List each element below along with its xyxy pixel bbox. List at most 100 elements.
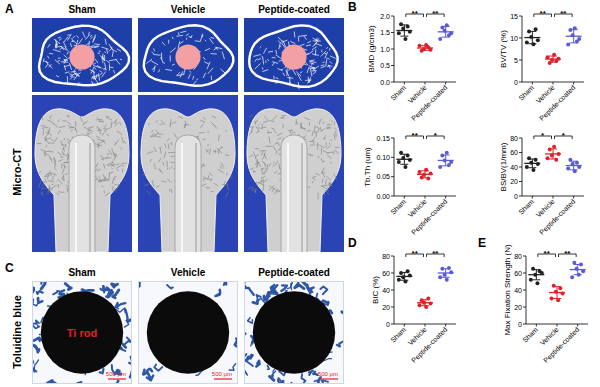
bone-texture (288, 130, 292, 131)
bone-texture (39, 181, 41, 187)
bone-texture (116, 131, 122, 134)
bone-texture (107, 165, 110, 167)
bone-texture (46, 138, 51, 140)
bone-texture (45, 179, 47, 184)
bone-texture (321, 148, 322, 155)
trabecula (64, 65, 66, 70)
bone-texture (254, 121, 256, 122)
marks (396, 22, 453, 52)
bone-texture (226, 173, 227, 175)
significance-label: ** (544, 249, 551, 258)
trabecula (192, 76, 194, 80)
significance-label: ** (540, 9, 547, 18)
bone-texture (47, 120, 50, 122)
bone-texture (260, 168, 264, 170)
bone-texture (52, 175, 55, 180)
bone-texture (105, 125, 107, 126)
trabecula (313, 72, 316, 74)
bone-texture (172, 122, 176, 124)
significance-label: ** (412, 249, 419, 258)
trabecula (172, 37, 174, 39)
trabecula (321, 50, 322, 53)
data-point (399, 22, 403, 26)
scale-bar-label: 500 μm (106, 371, 126, 377)
bone-texture (248, 126, 254, 128)
mean-line (545, 58, 561, 59)
bone-texture (207, 132, 209, 133)
category-label: Sham (521, 326, 539, 344)
error-cap (528, 43, 536, 44)
stained-bone (82, 290, 94, 292)
y-tick (391, 138, 394, 139)
bone-texture (41, 116, 43, 120)
trabecula (313, 42, 317, 47)
bone-texture (171, 142, 173, 145)
stained-bone (244, 354, 253, 366)
rod-highlight (75, 143, 77, 252)
trabecula (262, 67, 263, 69)
trabecula (264, 48, 267, 54)
y-tick-label: 80 (510, 135, 518, 142)
scale-bar (320, 378, 338, 379)
bone-texture (230, 176, 233, 178)
trabecula (178, 41, 180, 49)
bone-texture (326, 128, 331, 129)
bone-texture (264, 179, 268, 182)
trabecula (91, 67, 94, 74)
panel-letter: C (5, 261, 14, 275)
y-tick (523, 273, 526, 274)
implant-rod (69, 135, 95, 252)
trabecula (330, 56, 336, 59)
trabecula (151, 61, 158, 65)
bone-texture (48, 180, 55, 182)
bone-texture (330, 162, 331, 164)
bone-texture (61, 164, 63, 169)
error-cap (421, 50, 429, 51)
bone-texture (255, 148, 259, 149)
bone-texture (159, 147, 161, 149)
bone-texture (67, 121, 71, 124)
trabecula (322, 62, 324, 64)
bone-texture (269, 188, 271, 191)
trabecula (276, 80, 278, 84)
trabecula (262, 70, 268, 72)
bone-texture (274, 130, 277, 133)
bone-texture (168, 152, 175, 153)
bone-texture (327, 152, 333, 154)
bone-texture (152, 181, 154, 187)
trabecula (95, 59, 98, 63)
bone-texture (308, 154, 314, 156)
bone-texture (67, 187, 69, 192)
bone-texture (159, 133, 163, 135)
bone-texture (170, 123, 171, 127)
trabecula (262, 58, 264, 65)
trabecula (268, 59, 269, 61)
trabecula (58, 60, 60, 62)
figure: ABCDEShamVehiclePeptide-coatedMicro-CTSh… (0, 0, 600, 387)
bone-texture (324, 193, 326, 196)
trabecula (299, 35, 307, 36)
x-tick (573, 82, 574, 85)
scale-bar (108, 378, 126, 379)
bone-texture (315, 126, 319, 128)
rod-label: Ti rod (67, 327, 97, 339)
error-cap (421, 305, 429, 306)
data-point (445, 278, 449, 282)
trabecula (65, 46, 68, 50)
trabecula (63, 57, 69, 61)
mean-line (549, 292, 565, 293)
bone-texture (146, 191, 149, 195)
trabecula (286, 69, 287, 76)
trabecula (89, 32, 90, 35)
bone-texture (69, 127, 75, 129)
bone-texture (96, 136, 100, 138)
bone-texture (106, 134, 109, 135)
bone-texture (318, 128, 319, 132)
error-cap (442, 26, 450, 27)
bone-texture (274, 171, 277, 173)
trabecula (117, 49, 121, 51)
trabecula (325, 52, 328, 58)
y-tick-label: 60 (510, 149, 518, 156)
trabecula (64, 59, 68, 60)
bone-texture (321, 158, 323, 162)
